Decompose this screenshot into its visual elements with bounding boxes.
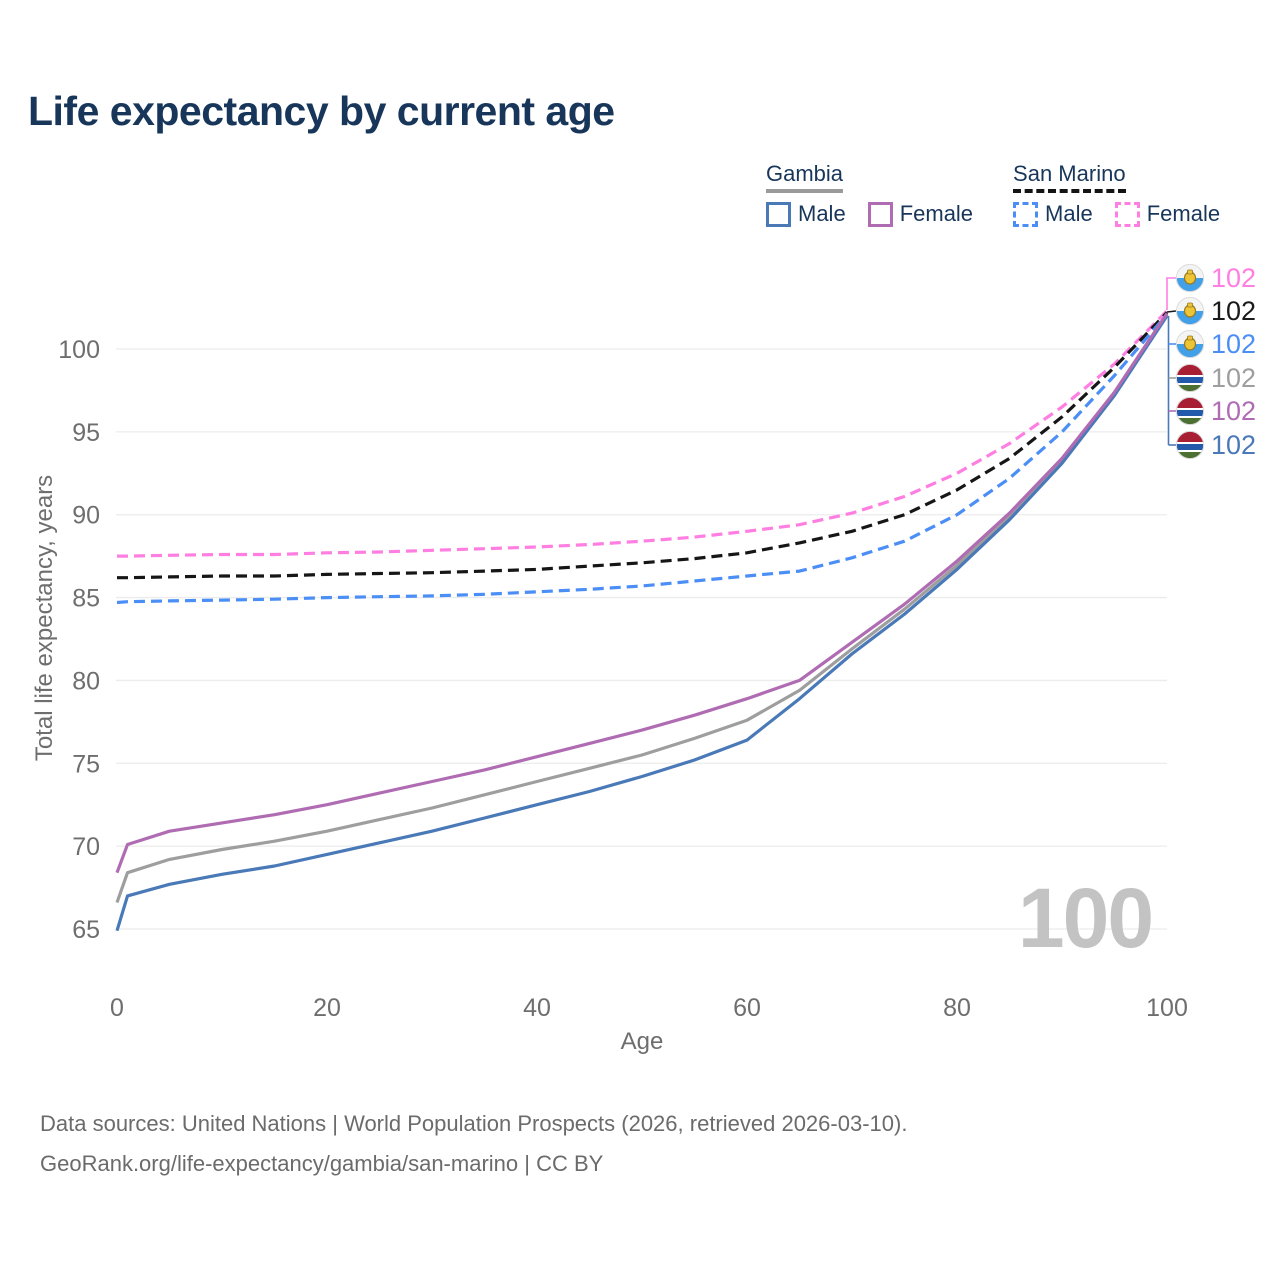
end-label-gambia-female: 102: [1211, 396, 1256, 426]
legend-item-gambia-female[interactable]: Female: [867, 201, 974, 227]
legend-heading-gambia: Gambia: [766, 161, 844, 193]
legend-item-san-marino-female[interactable]: Female: [1114, 201, 1221, 227]
san-marino-male-swatch-icon: [1013, 201, 1039, 227]
y-tick-label: 65: [72, 916, 100, 944]
y-tick-label: 70: [72, 833, 100, 861]
x-tick-label: 0: [110, 994, 124, 1022]
legend-heading-san-marino: San Marino: [1013, 161, 1126, 193]
legend-label: Male: [1045, 201, 1093, 226]
legend-item-gambia-male[interactable]: Male: [766, 201, 846, 227]
legend: Gambia Male Female San Marino Male: [766, 161, 1220, 227]
series-lines: [115, 309, 1169, 932]
line-san-marino-female: [117, 309, 1169, 558]
line-gambia-both: [115, 313, 1169, 904]
gambia-female-swatch-icon: [867, 201, 893, 227]
legend-group-san-marino: San Marino Male Female: [1013, 161, 1220, 227]
end-label-gambia-both: 102: [1211, 363, 1256, 393]
gambia-male-swatch-icon: [766, 201, 791, 227]
san-marino-flag-icon: [1176, 330, 1204, 358]
data-sources-line1: Data sources: United Nations | World Pop…: [40, 1111, 908, 1136]
line-gambia-female: [115, 312, 1169, 874]
legend-label: Female: [899, 201, 974, 226]
gambia-flag-icon: [1176, 364, 1204, 392]
y-tick-label: 75: [72, 750, 100, 778]
legend-group-gambia: Gambia Male Female: [766, 161, 973, 227]
x-axis-title: Age: [621, 1028, 664, 1055]
y-tick-label: 80: [72, 667, 100, 695]
y-axis-title: Total life expectancy, years: [31, 475, 58, 761]
y-tick-label: 100: [58, 336, 100, 364]
x-tick-label: 40: [523, 994, 551, 1022]
san-marino-female-swatch-icon: [1114, 201, 1140, 227]
legend-item-san-marino-male[interactable]: Male: [1013, 201, 1093, 227]
x-tick-label: 80: [943, 994, 971, 1022]
legend-items-san-marino: Male Female: [1013, 201, 1220, 227]
end-label-san-marino-both: 102: [1211, 296, 1256, 326]
end-label-san-marino-male: 102: [1211, 329, 1256, 359]
x-tick-label: 20: [313, 994, 341, 1022]
y-tick-label: 95: [72, 419, 100, 447]
legend-label: Male: [798, 201, 846, 226]
end-label-san-marino-female: 102: [1211, 263, 1256, 293]
gambia-flag-icon: [1176, 431, 1204, 459]
san-marino-flag-icon: [1176, 297, 1204, 325]
x-tick-label: 100: [1146, 994, 1188, 1022]
label-connectors: [1166, 277, 1177, 446]
data-sources-line2: GeoRank.org/life-expectancy/gambia/san-m…: [40, 1151, 604, 1176]
end-label-gambia-male: 102: [1211, 430, 1256, 460]
axis-tick-labels: 65 70 75 80 85 90 95 100 0 20 40 60 80 100: [58, 336, 1188, 1022]
legend-items-gambia: Male Female: [766, 201, 973, 227]
line-san-marino-male: [116, 313, 1169, 605]
line-san-marino-both: [117, 311, 1169, 580]
gambia-flag-icon: [1176, 397, 1204, 425]
y-tick-label: 85: [72, 585, 100, 613]
hovered-age-watermark: 100: [1018, 871, 1152, 965]
page-title: Life expectancy by current age: [28, 88, 615, 134]
gridlines: [116, 348, 1167, 930]
y-tick-label: 90: [72, 502, 100, 530]
x-tick-label: 60: [733, 994, 761, 1022]
san-marino-flag-icon: [1176, 264, 1204, 292]
data-sources: Data sources: United Nations | World Pop…: [40, 1104, 907, 1184]
line-gambia-male: [115, 315, 1169, 932]
legend-label: Female: [1146, 201, 1221, 226]
